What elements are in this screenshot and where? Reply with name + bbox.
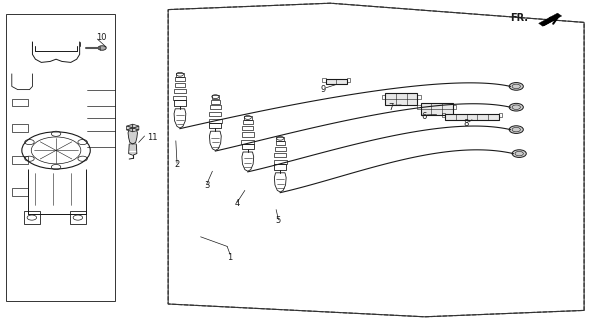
Bar xyxy=(499,113,502,117)
Polygon shape xyxy=(133,124,139,128)
Bar xyxy=(12,156,28,164)
Bar xyxy=(70,211,86,224)
Text: 8: 8 xyxy=(463,119,469,128)
Bar xyxy=(347,78,350,82)
Bar xyxy=(24,211,40,224)
Bar xyxy=(12,99,28,106)
Text: 11: 11 xyxy=(147,133,158,142)
Text: 4: 4 xyxy=(235,199,240,208)
Circle shape xyxy=(512,150,526,157)
Bar xyxy=(241,140,254,144)
Bar xyxy=(382,95,385,99)
Circle shape xyxy=(509,103,523,111)
Bar xyxy=(242,126,253,130)
Polygon shape xyxy=(127,124,133,128)
Bar xyxy=(244,116,251,120)
Bar xyxy=(12,124,28,132)
Text: 6: 6 xyxy=(421,112,427,121)
Bar xyxy=(209,112,221,116)
Bar xyxy=(242,144,254,149)
Polygon shape xyxy=(127,128,133,132)
Bar xyxy=(6,14,115,301)
Bar xyxy=(276,137,284,141)
Bar xyxy=(445,114,499,120)
Circle shape xyxy=(98,46,106,50)
Bar xyxy=(211,100,220,104)
Bar xyxy=(243,120,253,124)
Bar xyxy=(326,79,347,84)
Bar xyxy=(417,105,421,109)
Bar xyxy=(174,100,186,106)
Bar xyxy=(417,95,421,99)
Bar xyxy=(274,153,286,157)
Bar xyxy=(242,132,254,137)
Text: 7: 7 xyxy=(388,103,394,112)
Polygon shape xyxy=(539,13,562,26)
Text: FR.: FR. xyxy=(510,12,528,23)
Bar xyxy=(275,147,286,151)
Bar xyxy=(442,113,445,117)
Bar xyxy=(12,188,28,196)
Bar xyxy=(175,83,185,87)
Circle shape xyxy=(509,83,523,90)
Bar xyxy=(385,93,417,105)
Bar xyxy=(322,78,326,82)
Polygon shape xyxy=(133,126,139,130)
Polygon shape xyxy=(133,128,139,132)
Bar xyxy=(174,89,186,93)
Bar xyxy=(211,95,219,99)
Bar xyxy=(209,119,222,123)
Polygon shape xyxy=(127,126,133,130)
Circle shape xyxy=(509,126,523,133)
Text: 9: 9 xyxy=(321,85,326,94)
Bar xyxy=(209,123,221,128)
Text: 5: 5 xyxy=(276,216,281,225)
Text: 1: 1 xyxy=(228,253,232,262)
Bar xyxy=(175,77,185,81)
Bar xyxy=(274,164,286,170)
Text: 2: 2 xyxy=(175,160,179,169)
Bar xyxy=(274,160,287,164)
Text: 3: 3 xyxy=(204,181,209,190)
Bar xyxy=(173,96,186,100)
Bar xyxy=(453,105,456,109)
Bar xyxy=(276,141,285,145)
Polygon shape xyxy=(128,130,137,144)
Bar xyxy=(176,73,184,77)
Text: 10: 10 xyxy=(96,33,107,42)
Bar xyxy=(210,105,221,109)
Bar xyxy=(421,103,453,115)
